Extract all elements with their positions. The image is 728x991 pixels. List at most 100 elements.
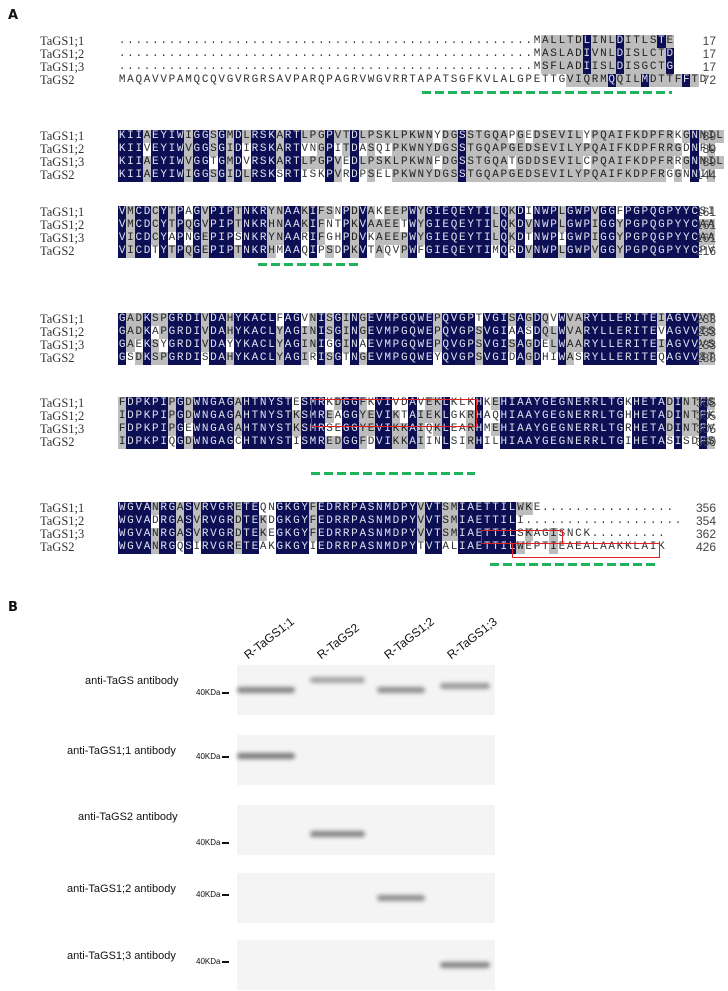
residue: R [225,515,235,528]
residue: P [325,156,334,169]
residue: Y [682,245,691,258]
residue: I [126,156,135,169]
residue: . [483,35,491,47]
residue: E [441,245,450,258]
residue: . [591,528,599,540]
residue: A [283,326,293,339]
residue: V [690,352,699,365]
residue: . [268,48,275,60]
residue: E [151,169,160,182]
residue: . [334,48,342,60]
residue: L [607,326,616,339]
residue: . [566,502,574,514]
residue: G [666,169,674,181]
residue: N [308,326,318,339]
residue: L [441,410,450,423]
residue: E [424,410,434,423]
residue: Y [267,410,276,423]
residue: S [707,339,716,352]
residue: T [632,35,641,48]
molecular-weight-marker: 40KDa [196,688,230,697]
residue: A [566,61,575,74]
residue: V [152,74,159,86]
residue: T [607,410,616,423]
residue: Y [590,352,600,365]
residue: M [118,74,126,86]
residue: L [599,352,608,365]
residue: . [293,35,300,47]
residue: Q [599,156,608,169]
residue: K [624,169,633,182]
residue: P [466,352,475,365]
residue: D [184,352,193,365]
residue: R [657,143,666,156]
residue: . [152,35,159,47]
residue: I [632,313,641,326]
residue: W [408,245,417,258]
residue: . [633,528,640,540]
residue: A [541,35,550,48]
residue: E [200,245,210,258]
residue: E [533,74,541,86]
residue: S [558,528,566,540]
residue: R [582,326,591,339]
residue: W [574,206,583,219]
residue: V [707,423,715,435]
residue: D [350,156,359,169]
residue: G [251,74,259,86]
residue: K [283,541,293,554]
residue: V [192,502,201,515]
residue: E [151,130,160,143]
residue: F [308,528,318,541]
residue: G [566,232,575,245]
residue: Q [649,219,658,232]
residue: R [624,326,633,339]
residue: T [550,74,557,86]
residue: V [184,143,193,156]
residue: D [532,130,542,143]
residue: Y [532,397,542,410]
alignment-row: TaGS1;2 V M C D C Y T P Q G V P I P T N K R H N A A K I F N T P K V A A E… [0,219,728,232]
residue: V [557,156,567,169]
residue: M [276,245,284,257]
residue: A [142,515,152,528]
residue: G [358,313,367,326]
residue: Q [483,143,492,156]
residue: E [649,352,658,365]
residue: L [491,232,500,245]
residue: E [200,232,210,245]
residue: E [424,326,434,339]
residue: I [590,35,600,48]
residue: A [408,423,417,436]
residue: H [474,410,484,423]
residue: . [442,61,450,73]
residue: D [615,61,625,74]
residue: R [665,130,674,143]
residue: Y [300,528,309,541]
residue: T [657,61,666,74]
residue: D [615,35,625,48]
residue: E [549,410,558,423]
residue: I [217,232,226,245]
residue: G [317,156,326,169]
residue: E [250,515,260,528]
residue: D [184,326,193,339]
residue: I [517,515,524,527]
residue: V [358,206,367,219]
alignment-row: TaGS1;3 W G V A N R G A S V R V G R D T E K E G K G Y F E D R R P A S N M… [0,528,728,541]
residue: G [673,169,683,182]
residue: S [259,169,268,182]
residue: K [118,143,127,156]
residue: P [176,232,185,245]
residue: M [225,130,235,143]
residue: P [359,169,367,181]
residue: R [200,502,210,515]
residue: A [275,143,284,156]
residue: S [268,74,275,86]
residue: Y [590,326,600,339]
residue: A [142,156,152,169]
residue-count: 89 [702,155,716,169]
residue: V [200,339,210,352]
residue: D [184,436,193,449]
residue: T [541,541,549,553]
